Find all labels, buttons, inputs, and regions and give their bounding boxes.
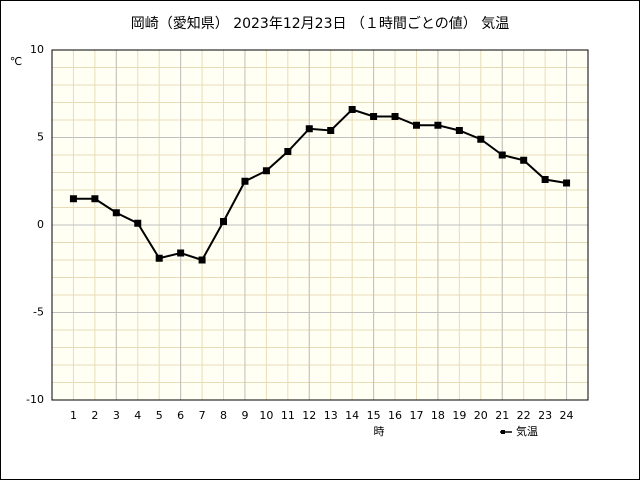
point: [284, 148, 292, 155]
point: [262, 167, 270, 175]
point: [155, 254, 163, 262]
x-tick-label: 10: [259, 409, 273, 422]
x-tick-label: 1: [70, 409, 77, 422]
x-tick-label: 13: [324, 409, 338, 422]
point: [434, 121, 442, 129]
x-tick-label: 23: [538, 409, 552, 422]
point: [327, 127, 335, 134]
point: [305, 125, 313, 133]
chart-title: 岡崎（愛知県） 2023年12月23日 （１時間ごとの値） 気温: [131, 15, 509, 32]
legend-marker: [501, 430, 505, 434]
plot-border: [51, 49, 589, 401]
y-unit: ℃: [10, 55, 22, 68]
series-line: [73, 108, 567, 262]
x-tick-label: 24: [560, 409, 574, 422]
y-tick-label: -10: [26, 393, 44, 406]
point: [69, 195, 77, 203]
x-tick-label: 15: [367, 409, 381, 422]
point: [391, 113, 399, 120]
x-tick-label: 7: [199, 409, 206, 422]
point: [198, 256, 206, 264]
point: [348, 106, 356, 113]
point: [112, 209, 120, 217]
x-tick-label: 4: [134, 409, 141, 422]
point: [455, 127, 463, 134]
x-tick-label: 6: [177, 409, 184, 422]
x-tick-label: 21: [495, 409, 509, 422]
point: [91, 195, 99, 203]
x-tick-label: 2: [91, 409, 98, 422]
point: [134, 219, 142, 227]
point: [241, 177, 249, 185]
point: [370, 113, 378, 120]
point: [177, 249, 185, 257]
y-tick-label: 5: [37, 131, 44, 144]
point: [498, 151, 506, 159]
x-tick-label: 20: [474, 409, 488, 422]
point: [520, 156, 528, 164]
x-tick-label: 16: [388, 409, 402, 422]
point: [477, 135, 485, 143]
x-tick-label: 22: [517, 409, 531, 422]
point: [541, 176, 549, 183]
x-tick-label: 14: [345, 409, 359, 422]
legend-label: 気温: [516, 424, 538, 438]
point: [412, 121, 420, 129]
x-tick-label: 12: [302, 409, 316, 422]
x-tick-label: 5: [156, 409, 163, 422]
x-axis-label: 時: [374, 425, 385, 438]
point: [220, 218, 228, 225]
y-tick-label: 10: [30, 43, 44, 56]
x-tick-label: 19: [452, 409, 466, 422]
x-tick-label: 9: [241, 409, 248, 422]
x-tick-label: 18: [431, 409, 445, 422]
point: [563, 179, 571, 187]
x-tick-label: 11: [281, 409, 295, 422]
x-tick-label: 17: [409, 409, 423, 422]
x-tick-label: 8: [220, 409, 227, 422]
y-tick-label: 0: [37, 218, 44, 231]
x-tick-label: 3: [113, 409, 120, 422]
y-tick-label: -5: [33, 306, 44, 319]
